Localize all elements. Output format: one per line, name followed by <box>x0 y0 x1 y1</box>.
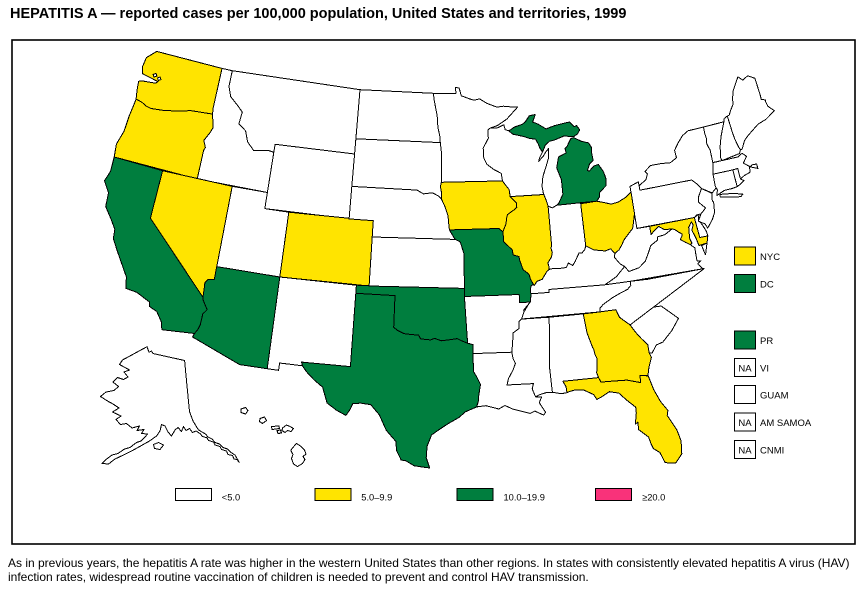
svg-text:≥20.0: ≥20.0 <box>642 493 665 503</box>
svg-text:NA: NA <box>738 445 752 456</box>
svg-text:<5.0: <5.0 <box>222 493 240 503</box>
svg-text:10.0–19.9: 10.0–19.9 <box>504 493 545 503</box>
svg-text:5.0–9.9: 5.0–9.9 <box>361 493 392 503</box>
svg-text:VI: VI <box>760 363 769 374</box>
svg-text:NYC: NYC <box>760 252 780 263</box>
svg-text:CNMI: CNMI <box>760 445 784 456</box>
svg-text:GUAM: GUAM <box>760 391 789 402</box>
svg-text:NA: NA <box>738 363 752 374</box>
svg-text:NA: NA <box>738 418 752 429</box>
svg-text:PR: PR <box>760 336 773 347</box>
svg-text:AM SAMOA: AM SAMOA <box>760 418 812 429</box>
svg-text:DC: DC <box>760 279 774 290</box>
